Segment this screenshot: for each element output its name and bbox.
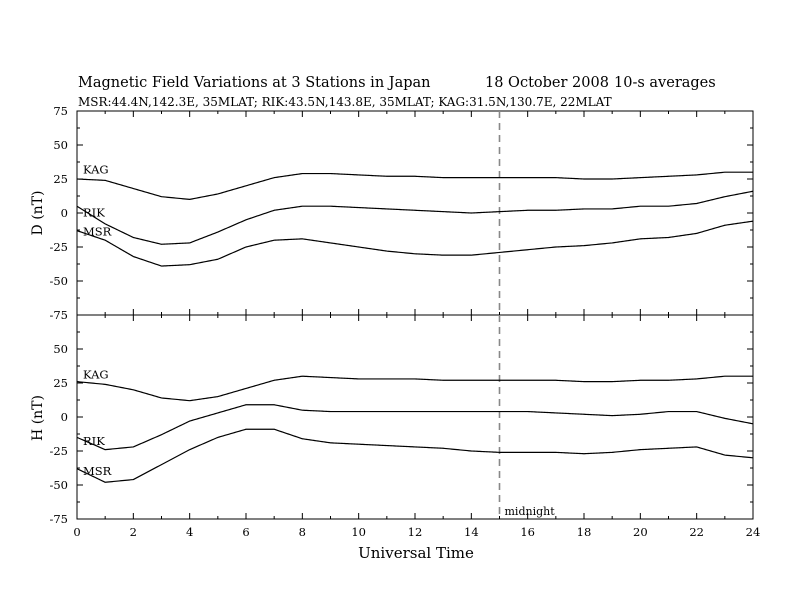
series-label-kag: KAG: [83, 162, 109, 176]
x-tick-label: 18: [577, 525, 592, 539]
y-tick-label: 0: [61, 206, 68, 220]
panel-h-ylabel: H (nT): [30, 395, 46, 441]
y-tick-label: 50: [53, 342, 68, 356]
x-tick-label: 10: [351, 525, 366, 539]
figure-averaging: 10-s averages: [614, 75, 716, 91]
y-tick-label: -75: [49, 512, 68, 526]
x-axis-label: Universal Time: [358, 544, 474, 562]
panel-d: -75 -50 -25 0 25 50 75 KAG RIK MSR: [49, 104, 754, 322]
x-tick-label: 24: [746, 525, 761, 539]
x-tick-label: 22: [689, 525, 704, 539]
x-tick-label: 12: [408, 525, 423, 539]
series-label-kag: KAG: [83, 367, 109, 381]
y-tick-label: 25: [53, 376, 68, 390]
x-tick-label: 16: [520, 525, 535, 539]
y-tick-label: 25: [53, 172, 68, 186]
series-label-msr: MSR: [83, 225, 112, 239]
series-rik-line: [76, 190, 754, 245]
y-tick-label: -25: [49, 240, 68, 254]
series-label-rik: RIK: [83, 206, 105, 220]
stations-line: MSR:44.4N,142.3E, 35MLAT; RIK:43.5N,143.…: [78, 95, 612, 109]
y-tick-label: 75: [53, 104, 68, 118]
series-label-msr: MSR: [83, 464, 112, 478]
x-tick-label: 6: [242, 525, 249, 539]
x-tick-label: 8: [299, 525, 306, 539]
figure-title: Magnetic Field Variations at 3 Stations …: [78, 75, 431, 91]
y-tick-label: 0: [61, 410, 68, 424]
x-tick-label: 0: [73, 525, 80, 539]
figure-date: 18 October 2008: [485, 75, 609, 91]
y-tick-label: -50: [49, 274, 68, 288]
series-kag-line: [76, 375, 753, 402]
panel-d-ylabel: D (nT): [30, 191, 46, 236]
y-tick-label: -75: [49, 308, 68, 322]
series-rik-line: [76, 404, 754, 451]
series-msr-line: [76, 428, 754, 483]
y-tick-label: -50: [49, 478, 68, 492]
x-tick-label: 4: [186, 525, 193, 539]
series-label-rik: RIK: [83, 434, 105, 448]
series-msr-line: [76, 220, 754, 267]
y-tick-label: -25: [49, 444, 68, 458]
midnight-annotation: midnight: [505, 505, 556, 518]
x-tick-label: 2: [130, 525, 137, 539]
y-tick-label: 50: [53, 138, 68, 152]
series-kag-line: [76, 171, 753, 200]
x-tick-label: 20: [633, 525, 648, 539]
x-tick-label: 14: [464, 525, 479, 539]
